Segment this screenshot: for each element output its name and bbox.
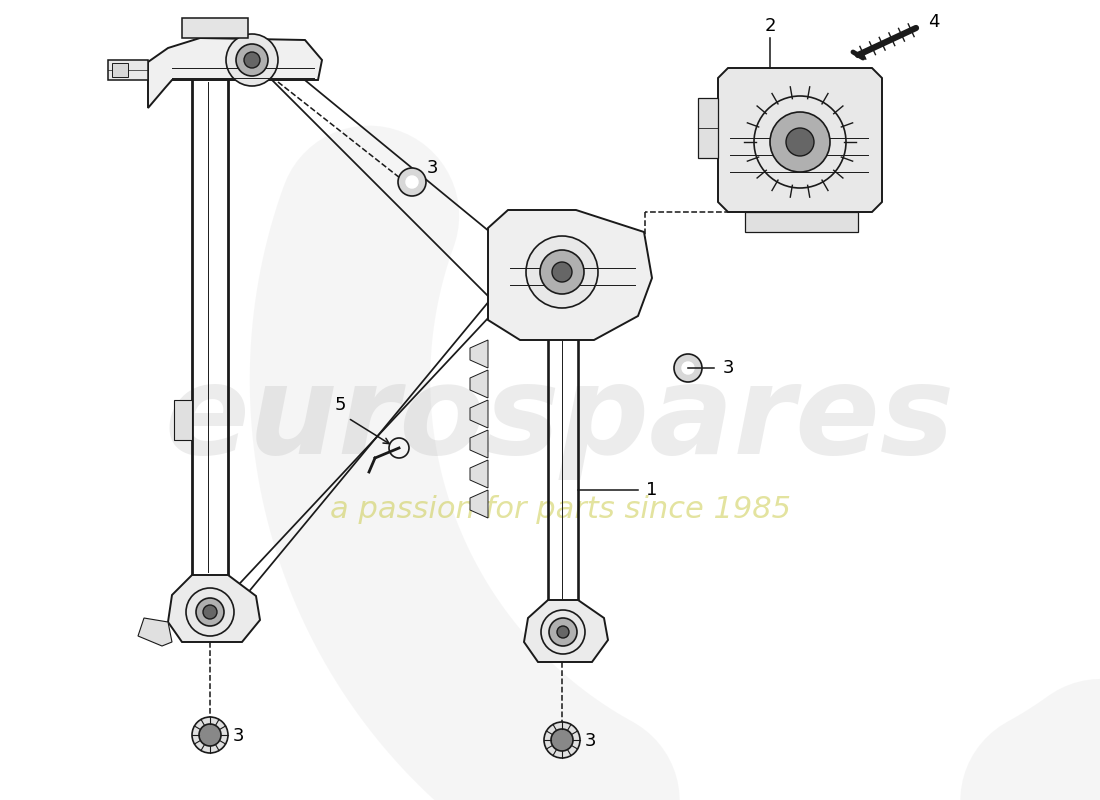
Polygon shape	[524, 600, 608, 662]
Polygon shape	[470, 400, 488, 428]
Circle shape	[682, 362, 694, 374]
Polygon shape	[718, 68, 882, 212]
Polygon shape	[168, 575, 260, 642]
Text: 3: 3	[232, 727, 244, 745]
Circle shape	[549, 618, 578, 646]
Text: eurospares: eurospares	[165, 359, 955, 481]
Polygon shape	[108, 60, 148, 80]
Circle shape	[541, 610, 585, 654]
Circle shape	[551, 729, 573, 751]
Text: 1: 1	[647, 481, 658, 499]
Polygon shape	[112, 63, 128, 77]
Circle shape	[526, 236, 598, 308]
Circle shape	[552, 262, 572, 282]
Polygon shape	[470, 460, 488, 488]
Text: a passion for parts since 1985: a passion for parts since 1985	[330, 495, 791, 525]
Circle shape	[754, 96, 846, 188]
Polygon shape	[698, 98, 718, 158]
Circle shape	[406, 176, 418, 188]
Circle shape	[786, 128, 814, 156]
Polygon shape	[470, 490, 488, 518]
Text: 3: 3	[584, 732, 596, 750]
Circle shape	[540, 250, 584, 294]
Circle shape	[196, 598, 224, 626]
Polygon shape	[174, 400, 192, 440]
Circle shape	[398, 168, 426, 196]
Polygon shape	[182, 18, 248, 38]
Circle shape	[674, 354, 702, 382]
Text: 3: 3	[427, 159, 438, 177]
Polygon shape	[470, 430, 488, 458]
Text: 2: 2	[764, 17, 776, 35]
Polygon shape	[148, 38, 322, 108]
Circle shape	[186, 588, 234, 636]
Circle shape	[199, 724, 221, 746]
Circle shape	[544, 722, 580, 758]
Text: 3: 3	[723, 359, 734, 377]
Text: 4: 4	[928, 13, 939, 31]
Polygon shape	[470, 370, 488, 398]
Text: 5: 5	[334, 396, 345, 414]
Circle shape	[236, 44, 268, 76]
Polygon shape	[470, 340, 488, 368]
Circle shape	[770, 112, 830, 172]
Circle shape	[226, 34, 278, 86]
Polygon shape	[138, 618, 172, 646]
Circle shape	[557, 626, 569, 638]
Circle shape	[204, 605, 217, 619]
Circle shape	[192, 717, 228, 753]
Circle shape	[244, 52, 260, 68]
Polygon shape	[745, 212, 858, 232]
Polygon shape	[488, 210, 652, 340]
